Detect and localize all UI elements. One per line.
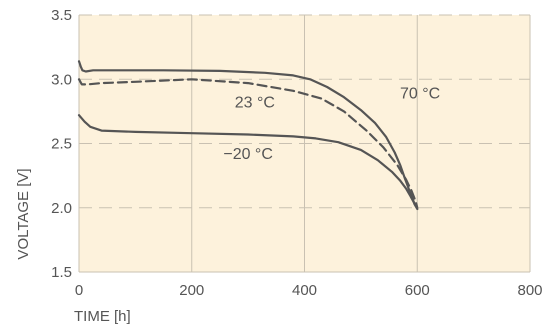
y-tick-label: 3.5 [51, 7, 72, 24]
series-annotation: −20 °C [223, 146, 273, 163]
x-tick-labels: 0 200 400 600 800 [75, 282, 543, 299]
series-annotation: 70 °C [400, 86, 440, 103]
x-axis-title: TIME [h] [74, 308, 131, 325]
series-line-23c [77, 78, 419, 209]
series-line-70c [77, 60, 419, 211]
series-annotation: 23 °C [235, 95, 275, 112]
x-tick-label: 200 [179, 282, 204, 299]
grid [78, 14, 531, 273]
y-tick-label: 3.0 [51, 71, 72, 88]
y-tick-label: 2.0 [51, 200, 72, 217]
x-tick-label: 400 [292, 282, 317, 299]
x-tick-label: 0 [75, 282, 83, 299]
x-tick-label: 600 [405, 282, 430, 299]
series-group [77, 60, 419, 211]
y-tick-label: 2.5 [51, 136, 72, 153]
series-line-20c [77, 114, 419, 209]
x-tick-label: 800 [517, 282, 542, 299]
y-tick-label: 1.5 [51, 264, 72, 281]
y-tick-labels: 1.5 2.0 2.5 3.0 3.5 [51, 7, 72, 281]
y-axis-title: VOLTAGE [V] [15, 168, 32, 259]
annotations: 70 °C 23 °C −20 °C [223, 86, 440, 163]
